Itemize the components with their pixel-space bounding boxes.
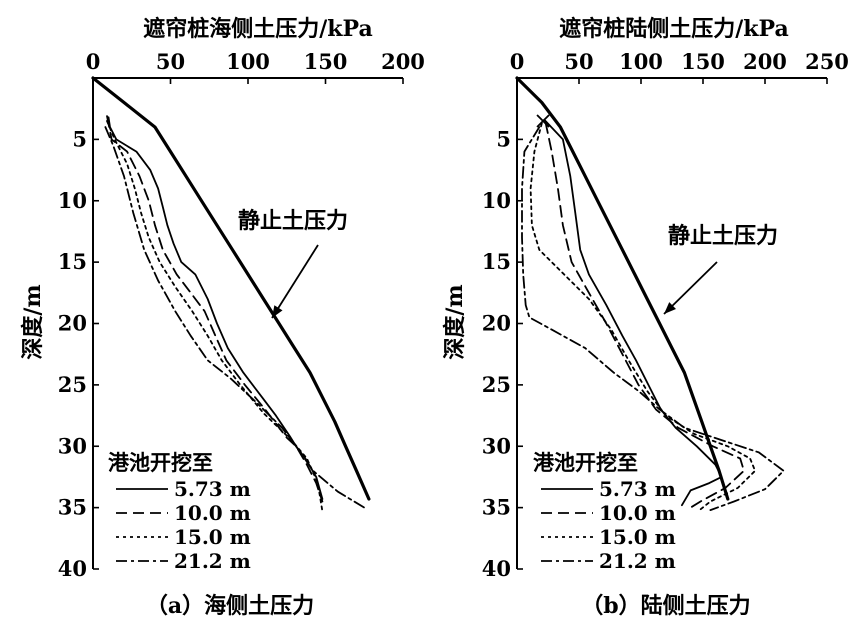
panel-a: 遮帘桩海侧土压力/kPa 深度/m （a）海侧土压力 0 50 100 150 200 5… [20,16,425,619]
y-tick-label: 30 [58,433,87,458]
series-line-15-0-m [529,122,756,513]
series-line-at-rest-pressure [91,76,371,501]
y-tick-label: 5 [496,126,511,151]
y-tick-label: 25 [58,372,87,397]
series-line-21-2-m [104,126,366,509]
panel-a-caption: （a）海侧土压力 [146,593,314,619]
annotation-at-rest-pressure: 静止土压力 [238,208,348,234]
x-tick-label: 50 [564,49,593,74]
legend-label: 15.0 m [599,525,676,549]
x-tick-label: 0 [86,49,101,74]
y-tick-label: 10 [482,188,511,213]
series-line-10-0-m [544,121,745,509]
y-tick-label: 15 [58,249,87,274]
cross-marker [536,114,550,128]
x-tick-label: 0 [510,49,525,74]
legend-label: 10.0 m [174,501,251,525]
y-tick-label: 35 [482,495,511,520]
y-tick-label: 20 [482,311,511,336]
x-tick-label: 200 [743,49,787,74]
x-tick-label: 250 [805,49,849,74]
annotation-arrowhead [272,305,283,318]
annotation-arrowhead [664,302,676,314]
x-tick-label: 150 [304,49,348,74]
panel-a-ylabel: 深度/m [20,284,46,359]
y-tick-label: 40 [482,556,511,581]
x-tick-label: 200 [381,49,425,74]
x-tick-label: 100 [226,49,270,74]
y-tick-label: 25 [482,372,511,397]
annotation-arrow [663,261,718,315]
legend-label: 10.0 m [599,501,676,525]
legend-label: 5.73 m [599,477,676,501]
legend-label: 5.73 m [174,477,251,501]
y-tick-label: 30 [482,433,511,458]
series-line-21-2-m [521,126,785,511]
annotation-arrow [271,244,319,319]
y-tick-label: 20 [58,311,87,336]
legend-label: 21.2 m [174,549,251,573]
panel-b-title: 遮帘桩陆侧土压力/kPa [559,16,789,42]
panel-b-ylabel: 深度/m [442,284,468,359]
y-tick-label: 5 [72,126,87,151]
y-tick-label: 10 [58,188,87,213]
legend-title: 港池开挖至 [533,450,638,475]
x-tick-label: 150 [681,49,725,74]
y-tick-label: 40 [58,556,87,581]
y-tick-label: 35 [58,495,87,520]
panel-a-title: 遮帘桩海侧土压力/kPa [143,16,373,42]
y-tick-label: 15 [482,249,511,274]
series-line-at-rest-pressure [515,76,730,501]
x-tick-label: 100 [619,49,663,74]
annotation-at-rest-pressure: 静止土压力 [668,223,778,249]
legend-title: 港池开挖至 [108,450,213,475]
x-tick-label: 50 [156,49,185,74]
panel-b: 遮帘桩陆侧土压力/kPa 深度/m （b）陆侧土压力 0 50 100 150 200 2… [442,16,849,619]
panel-b-caption: （b）陆侧土压力 [581,593,750,619]
legend-label: 15.0 m [174,525,251,549]
series-line-10-0-m [106,115,324,503]
legend-label: 21.2 m [599,549,676,573]
series-line-5-73-m [543,118,723,507]
